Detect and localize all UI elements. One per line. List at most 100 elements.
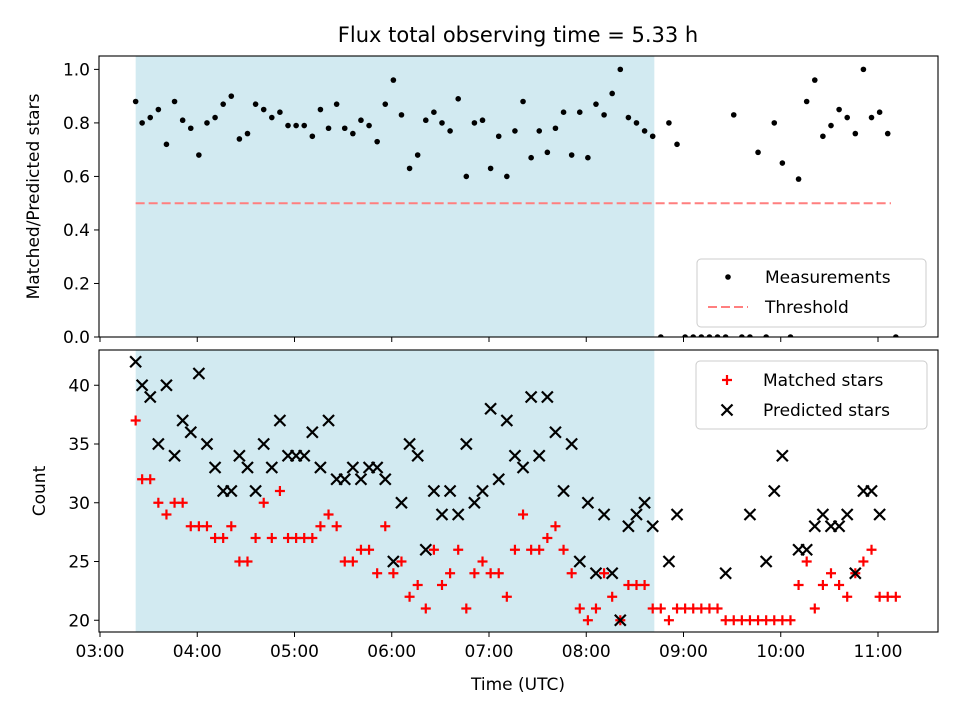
measurement-point	[155, 106, 162, 113]
legend-matched-label: Matched stars	[763, 371, 883, 391]
observing-window-shade	[135, 350, 655, 632]
measurement-point	[609, 90, 615, 97]
predicted-star-point	[638, 496, 651, 510]
measurement-point	[487, 165, 494, 172]
predicted-star-point	[435, 508, 449, 521]
predicted-star-point	[541, 390, 554, 404]
matched-star-point	[436, 580, 447, 590]
measurement-point	[544, 149, 551, 156]
legend-measurement-label: Measurements	[765, 268, 891, 288]
predicted-star-point	[662, 555, 676, 568]
count-panel: 03:00 04:00 05:00 06:00 07:00 08:00 09:00 10:00…	[30, 349, 939, 695]
measurement-point	[730, 112, 737, 118]
matched-star-point	[574, 603, 585, 614]
x-tick-label: 06:00	[367, 642, 416, 662]
predicted-star-point	[557, 484, 570, 498]
predicted-star-point	[800, 543, 813, 557]
predicted-star-point	[395, 496, 408, 510]
matched-star-point	[607, 591, 618, 602]
measurement-point	[860, 66, 867, 73]
predicted-star-point	[225, 484, 238, 498]
measurement-point	[828, 122, 834, 129]
measurement-point	[601, 112, 607, 118]
predicted-star-point	[451, 508, 465, 521]
matched-star-point	[469, 568, 480, 579]
predicted-star-point	[184, 425, 198, 439]
plot-marks	[129, 355, 901, 627]
matched-star-point	[655, 603, 666, 614]
measurement-point	[528, 154, 534, 161]
predicted-star-point	[549, 425, 562, 439]
measurement-point	[204, 120, 210, 126]
y-tick-label: 1.0	[63, 60, 90, 80]
matched-star-point	[825, 568, 836, 579]
matched-star-point	[226, 521, 237, 532]
measurement-point	[171, 98, 178, 105]
matched-star-point	[242, 556, 253, 567]
measurement-point	[471, 120, 478, 126]
measurement-point	[479, 117, 486, 124]
measurement-point	[252, 101, 259, 107]
legend: Measurements Threshold	[696, 258, 927, 328]
matched-star-point	[307, 533, 318, 543]
matched-star-point	[388, 568, 399, 579]
measurement-point	[463, 173, 470, 180]
matched-star-point	[218, 533, 229, 543]
measurement-point	[593, 101, 599, 107]
x-tick-label: 03:00	[76, 642, 125, 662]
y-tick-label: 35	[68, 435, 90, 455]
matched-star-point	[550, 521, 561, 532]
measurement-point	[576, 109, 583, 115]
measurement-point	[187, 125, 194, 132]
measurement-point	[398, 112, 405, 118]
measurement-point	[617, 66, 624, 73]
measurement-point	[641, 128, 648, 134]
measurement-point	[439, 120, 445, 126]
measurement-point	[406, 165, 413, 172]
ratio-panel: 0.0 0.2 0.4 0.6 0.8 1.0 Matched/Predicted star…	[24, 55, 939, 348]
matched-star-point	[331, 521, 342, 532]
predicted-star-point	[476, 484, 489, 498]
x-tick-label: 05:00	[270, 642, 319, 662]
matched-star-point	[315, 521, 326, 532]
predicted-star-point	[849, 566, 862, 580]
measurement-point	[285, 122, 291, 129]
matched-star-point	[364, 544, 375, 555]
predicted-star-point	[743, 508, 757, 521]
y-tick-label: 40	[68, 376, 90, 396]
measurement-point	[431, 109, 437, 115]
measurement-point	[139, 120, 145, 126]
matched-star-point	[161, 509, 172, 520]
y-tick-label: 0.0	[63, 328, 90, 348]
matched-star-point	[834, 580, 845, 590]
predicted-star-point	[508, 449, 522, 463]
predicted-star-point	[346, 461, 360, 474]
predicted-star-point	[370, 461, 384, 474]
predicted-star-point	[378, 472, 392, 486]
legend-measurement-marker	[725, 274, 731, 280]
y-tick-label: 0.4	[63, 221, 90, 241]
predicted-star-point	[492, 472, 506, 486]
measurement-point	[811, 77, 818, 83]
measurement-point	[876, 109, 883, 115]
y-axis-label: Matched/Predicted stars	[24, 93, 44, 299]
measurement-point	[844, 114, 851, 121]
matched-star-point	[866, 544, 877, 555]
measurement-point	[803, 98, 810, 105]
measurement-point	[795, 176, 802, 182]
measurement-point	[836, 106, 842, 113]
legend-predicted-label: Predicted stars	[763, 401, 890, 421]
predicted-star-point	[597, 508, 611, 521]
predicted-star-point	[208, 461, 222, 474]
predicted-star-point	[297, 449, 311, 463]
predicted-star-point	[460, 437, 473, 451]
measurement-point	[649, 133, 656, 140]
predicted-star-point	[192, 367, 206, 380]
matched-star-point	[809, 603, 820, 614]
measurement-point	[536, 128, 543, 134]
matched-star-point	[153, 497, 164, 508]
predicted-star-point	[500, 414, 514, 427]
matched-star-point	[130, 415, 141, 426]
predicted-star-point	[419, 543, 433, 557]
measurement-point	[333, 101, 340, 107]
